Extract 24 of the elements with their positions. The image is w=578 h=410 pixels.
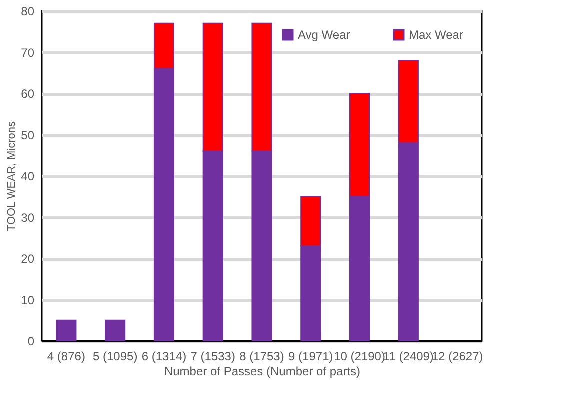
y-tick-label: 80 — [21, 4, 35, 18]
y-axis-title: TOOL WEAR, Microns — [6, 121, 18, 232]
y-tick-label: 60 — [21, 87, 35, 101]
legend-label: Avg Wear — [298, 28, 350, 42]
x-tick-label: 12 (2627) — [432, 350, 484, 364]
x-tick-label: 5 (1095) — [92, 350, 138, 364]
x-axis-title: Number of Passes (Number of parts) — [164, 364, 361, 378]
y-tick-label: 10 — [21, 293, 35, 308]
x-tick-label: 7 (1533) — [190, 350, 236, 364]
x-tick-label: 10 (2190) — [334, 350, 386, 364]
y-tick-label: 70 — [21, 46, 35, 60]
bar — [56, 320, 77, 342]
x-tick-label: 4 (876) — [47, 350, 86, 364]
x-tick-label: 11 (2409) — [383, 350, 434, 364]
y-tick-label: 0 — [28, 334, 35, 348]
legend-label: Max Wear — [409, 28, 464, 42]
y-tick-label: 40 — [21, 170, 35, 184]
y-tick-label: 30 — [21, 210, 35, 225]
x-tick-label: 8 (1753) — [240, 350, 284, 364]
bar — [105, 320, 126, 342]
y-tick-label: 50 — [21, 128, 35, 142]
y-tick-label: 20 — [21, 252, 35, 266]
x-tick-label: 9 (1971) — [288, 350, 334, 364]
x-tick-label: 6 (1314) — [142, 350, 187, 364]
